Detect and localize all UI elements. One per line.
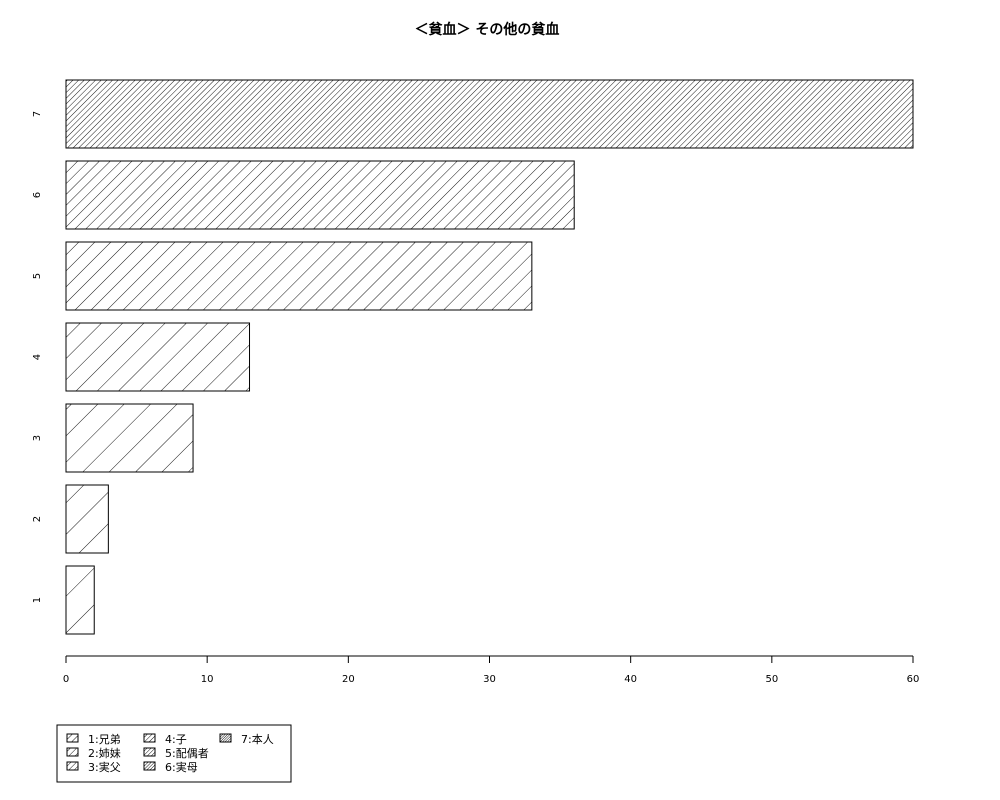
x-tick-label: 60	[907, 674, 920, 685]
x-tick-label: 50	[765, 674, 778, 685]
y-tick-label: 3	[32, 435, 43, 441]
x-tick-label: 20	[342, 674, 355, 685]
y-tick-label: 4	[32, 354, 43, 360]
bar-6	[65, 160, 575, 230]
legend-swatch	[66, 747, 79, 757]
chart-title: ＜貧血＞ その他の貧血	[415, 21, 560, 38]
x-tick-label: 40	[624, 674, 637, 685]
y-axis: 1 2 3 4 5 6 7	[32, 111, 43, 603]
legend-swatch	[66, 733, 79, 743]
legend-swatch	[143, 733, 156, 743]
bar-4	[65, 322, 251, 392]
bar-7	[65, 79, 914, 149]
legend-label: 3:実父	[88, 760, 121, 774]
legend-swatch	[143, 761, 156, 771]
legend-label: 5:配偶者	[165, 747, 209, 760]
legend-box	[56, 724, 292, 783]
bar-1	[65, 565, 95, 635]
x-tick-label: 0	[63, 674, 69, 685]
y-tick-label: 1	[32, 597, 43, 603]
bar-3	[65, 403, 194, 473]
y-tick-label: 6	[32, 192, 43, 198]
y-tick-label: 2	[32, 516, 43, 522]
legend-label: 2:姉妹	[88, 746, 121, 760]
bar-5	[65, 241, 533, 311]
legend-swatch	[143, 747, 156, 757]
y-tick-label: 5	[32, 273, 43, 279]
x-tick-label: 30	[483, 674, 496, 685]
legend-swatch	[219, 733, 232, 743]
legend-label: 4:子	[165, 733, 187, 746]
x-tick-label: 10	[201, 674, 214, 685]
legend-label: 6:実母	[165, 760, 198, 774]
bars-group	[65, 79, 914, 635]
legend-swatch	[66, 761, 79, 771]
bar-2	[65, 484, 109, 554]
legend-label: 7:本人	[241, 732, 274, 746]
y-tick-label: 7	[32, 111, 43, 117]
x-axis: 0 10 20 30 40 50 60	[63, 655, 920, 685]
legend-label: 1:兄弟	[88, 733, 121, 746]
